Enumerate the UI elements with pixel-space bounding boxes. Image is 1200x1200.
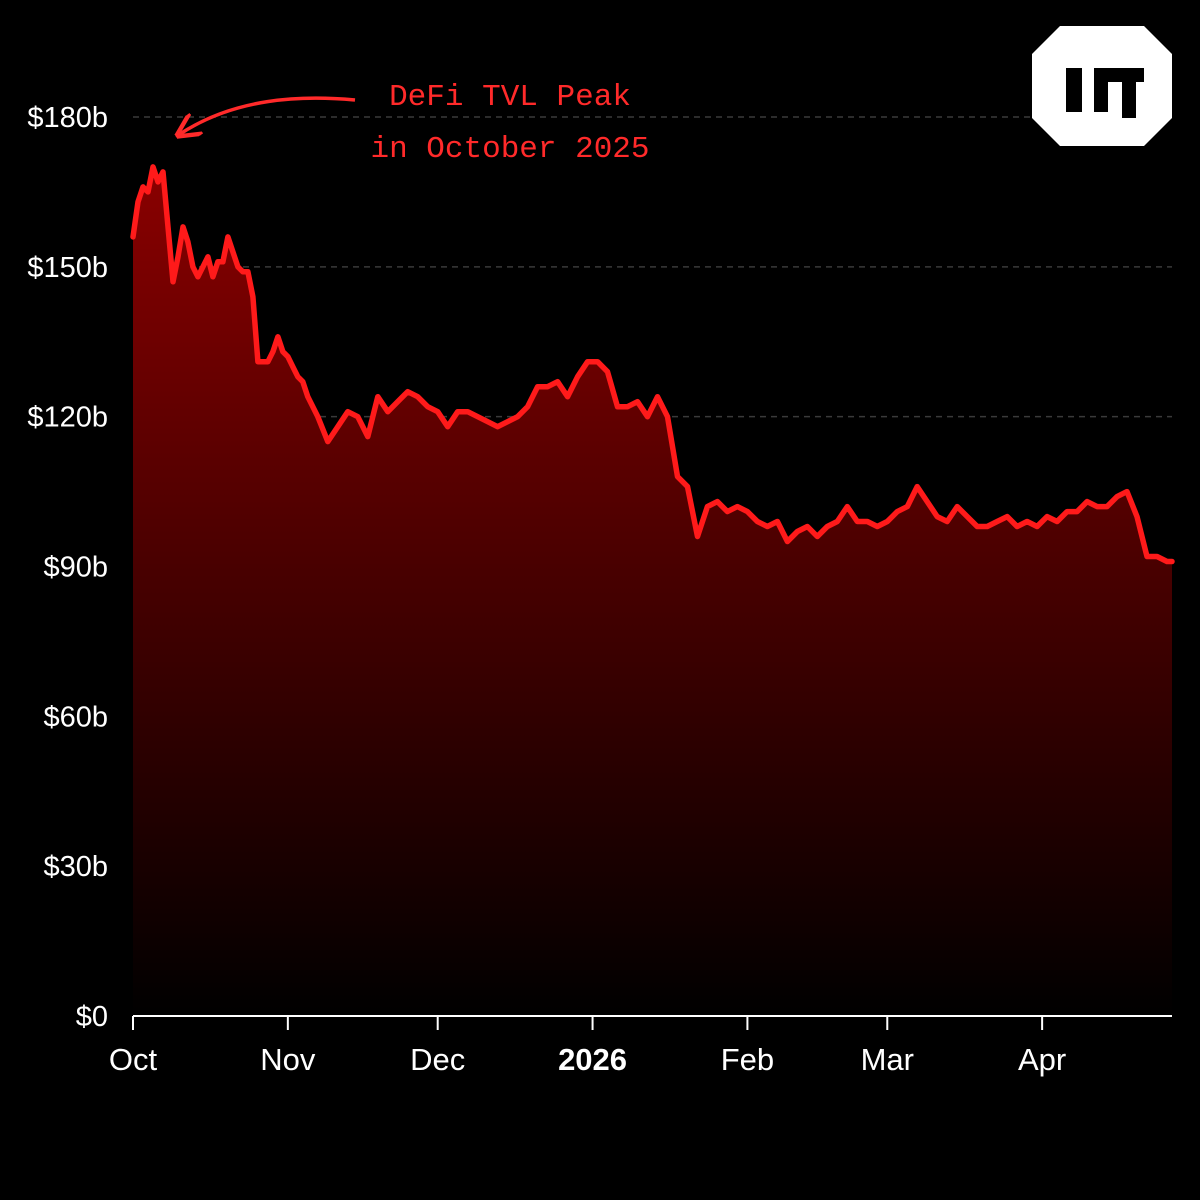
x-tick-label: Mar	[861, 1042, 914, 1077]
x-tick-label: Dec	[410, 1042, 465, 1077]
y-tick-label: $180b	[27, 102, 108, 134]
y-tick-label: $0	[76, 1001, 108, 1033]
annotation-line-1: DeFi TVL Peak	[389, 80, 631, 115]
x-axis: Oct Nov Dec 2026 Feb Mar Apr	[109, 1015, 1172, 1077]
area-fill	[133, 166, 1172, 1016]
y-tick-label: $90b	[43, 552, 108, 584]
series-line	[130, 164, 1175, 565]
annotation-arrow	[180, 96, 356, 134]
x-tick-label: Nov	[260, 1042, 316, 1077]
y-tick-label: $30b	[43, 851, 108, 883]
y-tick-label: $120b	[27, 402, 108, 434]
peak-annotation: DeFi TVL Peak in October 2025	[180, 80, 650, 167]
brand-logo-icon	[1032, 26, 1172, 146]
x-tick-label: Feb	[721, 1042, 774, 1077]
y-tick-label: $150b	[27, 252, 108, 284]
y-tick-label: $60b	[43, 701, 108, 733]
x-tick-label: Apr	[1018, 1042, 1066, 1077]
y-axis: $0 $30b $60b $90b $120b $150b $180b	[27, 102, 108, 1033]
x-tick-label: Oct	[109, 1042, 158, 1077]
x-tick-label: 2026	[558, 1042, 627, 1077]
annotation-line-2: in October 2025	[370, 132, 649, 167]
